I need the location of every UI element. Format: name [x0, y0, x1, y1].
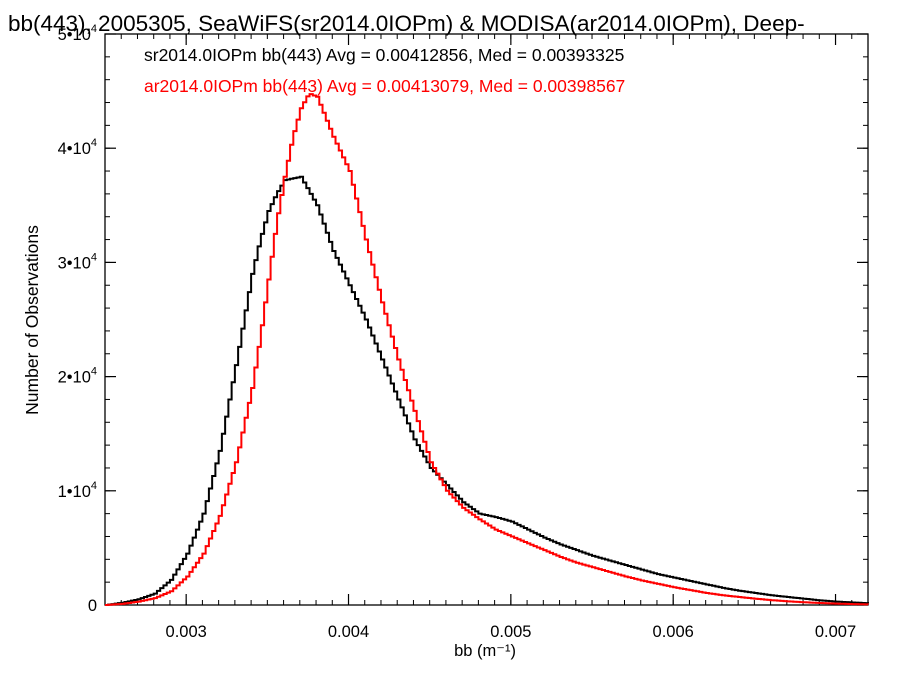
- y-tick-label: 3•104: [58, 251, 97, 272]
- x-tick-label: 0.004: [328, 623, 369, 641]
- plot-frame: [104, 33, 869, 606]
- series-line-ar2014.0IOPm: [105, 93, 869, 606]
- y-tick-label: 2•104: [58, 366, 97, 387]
- y-tick-label: 0: [88, 597, 97, 615]
- y-tick-label: 4•104: [58, 137, 97, 158]
- x-tick-label: 0.007: [815, 623, 856, 641]
- series-lines: [105, 93, 869, 606]
- x-tick-label: 0.005: [490, 623, 531, 641]
- series-line-sr2014.0IOPm: [105, 175, 869, 606]
- x-tick-label: 0.003: [166, 623, 207, 641]
- y-axis-label: Number of Observations: [22, 225, 42, 415]
- legend-entry-ar2014: ar2014.0IOPm bb(443) Avg = 0.00413079, M…: [144, 76, 625, 96]
- legend-entry-sr2014: sr2014.0IOPm bb(443) Avg = 0.00412856, M…: [144, 45, 624, 65]
- x-axis-label: bb (m⁻¹): [454, 642, 516, 660]
- legend: sr2014.0IOPm bb(443) Avg = 0.00412856, M…: [144, 45, 625, 96]
- x-tick-label: 0.006: [653, 623, 694, 641]
- chart-title: bb(443), 2005305, SeaWiFS(sr2014.0IOPm) …: [8, 11, 805, 36]
- axes: 0.003 0.004 0.005 0.006 0.007 0 1•104 2•104 3•10…: [58, 23, 869, 641]
- y-tick-label: 1•104: [58, 480, 97, 501]
- y-tick-label: 5•104: [58, 23, 97, 44]
